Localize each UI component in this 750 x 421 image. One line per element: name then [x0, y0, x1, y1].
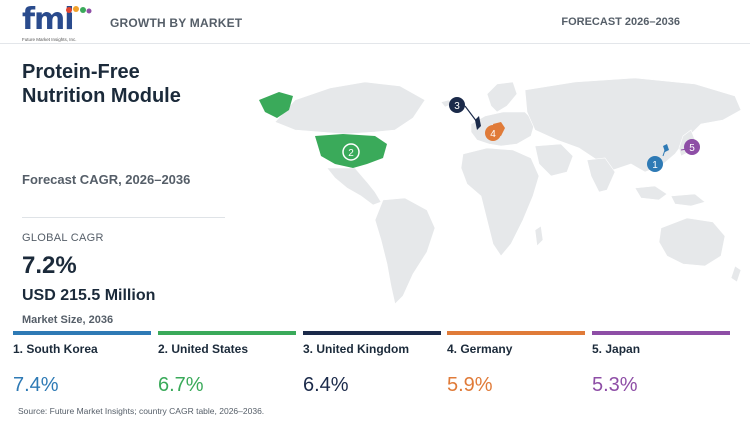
germany-marker[interactable]: 4 [485, 125, 501, 141]
page-title-line-1: Protein-Free [22, 61, 140, 83]
svg-text:5: 5 [689, 143, 695, 154]
page-title: Protein-Free Nutrition Module [22, 60, 222, 108]
country-name: 5. Japan [592, 342, 641, 356]
country-name: 2. United States [158, 342, 249, 356]
fmi-logo[interactable]: fmi Future Market Insights, Inc. [22, 2, 94, 42]
svg-text:3: 3 [454, 101, 460, 112]
global-cagr-value: 7.2% [22, 252, 77, 279]
header-bar: fmi Future Market Insights, Inc. GROWTH … [0, 0, 750, 44]
source-note: Source: Future Market Insights; country … [18, 406, 265, 416]
header-section-label: GROWTH BY MARKET [110, 16, 243, 30]
country-color-bar [158, 331, 296, 335]
country-card-japan: 5. Japan 5.3% [592, 331, 730, 401]
country-cagr-value: 5.3% [592, 374, 638, 396]
market-size-label: Market Size, 2036 [22, 314, 114, 326]
country-name: 4. Germany [447, 342, 513, 356]
country-cagr-value: 6.4% [303, 374, 349, 396]
logo-figures-icon [66, 6, 92, 14]
country-card-south-korea: 1. South Korea 7.4% [13, 331, 151, 401]
greenland-highlight [259, 92, 293, 118]
header-forecast-label: FORECAST 2026–2036 [561, 16, 680, 28]
country-cagr-value: 7.4% [13, 374, 59, 396]
page-title-line-2: Nutrition Module [22, 85, 181, 107]
divider [22, 217, 225, 218]
south-korea-connector-line [662, 149, 666, 157]
country-name: 1. South Korea [13, 342, 98, 356]
united-states-highlight [315, 134, 387, 168]
world-landmass [274, 77, 742, 305]
global-cagr-label: GLOBAL CAGR [22, 232, 104, 244]
country-card-united-kingdom: 3. United Kingdom 6.4% [303, 331, 441, 401]
south-korea-marker[interactable]: 1 [647, 156, 663, 172]
svg-text:4: 4 [490, 129, 496, 140]
cagr-period-label: Forecast CAGR, 2026–2036 [22, 172, 191, 187]
country-cagr-value: 5.9% [447, 374, 493, 396]
united-states-marker[interactable]: 2 [342, 143, 360, 161]
country-color-bar [592, 331, 730, 335]
logo-wordmark: fmi [22, 2, 75, 37]
country-name: 3. United Kingdom [303, 342, 409, 356]
united-kingdom-marker[interactable]: 3 [449, 97, 465, 113]
country-card-germany: 4. Germany 5.9% [447, 331, 585, 401]
united-kingdom-highlight [475, 116, 481, 130]
svg-text:1: 1 [652, 160, 658, 171]
country-color-bar [447, 331, 585, 335]
country-card-united-states: 2. United States 6.7% [158, 331, 296, 401]
logo-tagline: Future Market Insights, Inc. [22, 37, 77, 42]
country-cagr-row: 1. South Korea 7.4% 2. United States 6.7… [0, 331, 750, 401]
market-size-value: USD 215.5 Million [22, 287, 156, 304]
japan-marker[interactable]: 5 [684, 139, 700, 155]
country-color-bar [303, 331, 441, 335]
uk-connector-line [464, 105, 478, 123]
country-cagr-value: 6.7% [158, 374, 204, 396]
svg-text:2: 2 [348, 148, 354, 159]
country-color-bar [13, 331, 151, 335]
world-map: 2 3 4 1 5 [259, 77, 742, 305]
